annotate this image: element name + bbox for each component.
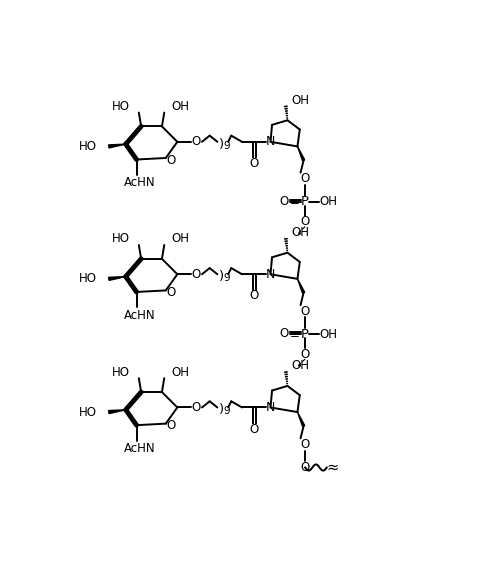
Polygon shape [108, 410, 125, 414]
Text: O: O [191, 135, 200, 149]
Text: OH: OH [171, 100, 189, 113]
Text: N: N [265, 135, 274, 149]
Text: AcHN: AcHN [123, 308, 155, 322]
Text: ): ) [219, 270, 224, 283]
Text: O: O [249, 290, 258, 302]
Text: N: N [265, 268, 274, 281]
Text: P: P [301, 195, 308, 208]
Text: O: O [166, 154, 175, 167]
Text: HO: HO [112, 100, 130, 113]
Text: O: O [278, 327, 287, 340]
Text: AcHN: AcHN [123, 442, 155, 455]
Text: 9: 9 [223, 407, 229, 417]
Text: O: O [249, 157, 258, 170]
Text: HO: HO [112, 232, 130, 245]
Text: O: O [300, 172, 309, 185]
Text: OH: OH [318, 195, 336, 208]
Polygon shape [108, 144, 125, 148]
Text: =: = [289, 329, 299, 342]
Text: OH: OH [171, 366, 189, 378]
Text: ): ) [219, 137, 224, 150]
Text: OH: OH [291, 226, 309, 239]
Text: O: O [300, 348, 309, 361]
Text: O: O [300, 215, 309, 228]
Text: O: O [191, 268, 200, 281]
Text: OH: OH [291, 359, 309, 373]
Text: ): ) [219, 403, 224, 417]
Text: O: O [249, 422, 258, 435]
Text: O: O [278, 195, 287, 208]
Text: OH: OH [318, 328, 336, 341]
Polygon shape [297, 412, 304, 426]
Text: O: O [300, 461, 309, 474]
Text: OH: OH [171, 232, 189, 245]
Text: AcHN: AcHN [123, 176, 155, 189]
Text: 9: 9 [223, 273, 229, 283]
Text: =: = [289, 196, 299, 209]
Text: OH: OH [291, 94, 309, 106]
Text: O: O [300, 438, 309, 451]
Polygon shape [297, 146, 304, 161]
Text: N: N [265, 401, 274, 414]
Text: O: O [166, 419, 175, 432]
Text: O: O [166, 286, 175, 300]
Text: HO: HO [78, 273, 96, 285]
Text: 9: 9 [223, 140, 229, 151]
Text: HO: HO [78, 405, 96, 419]
Text: ≈: ≈ [325, 460, 337, 475]
Text: HO: HO [112, 366, 130, 378]
Polygon shape [297, 279, 304, 293]
Text: P: P [301, 328, 308, 341]
Text: O: O [300, 305, 309, 318]
Polygon shape [108, 277, 125, 280]
Text: O: O [191, 401, 200, 414]
Text: HO: HO [78, 140, 96, 153]
